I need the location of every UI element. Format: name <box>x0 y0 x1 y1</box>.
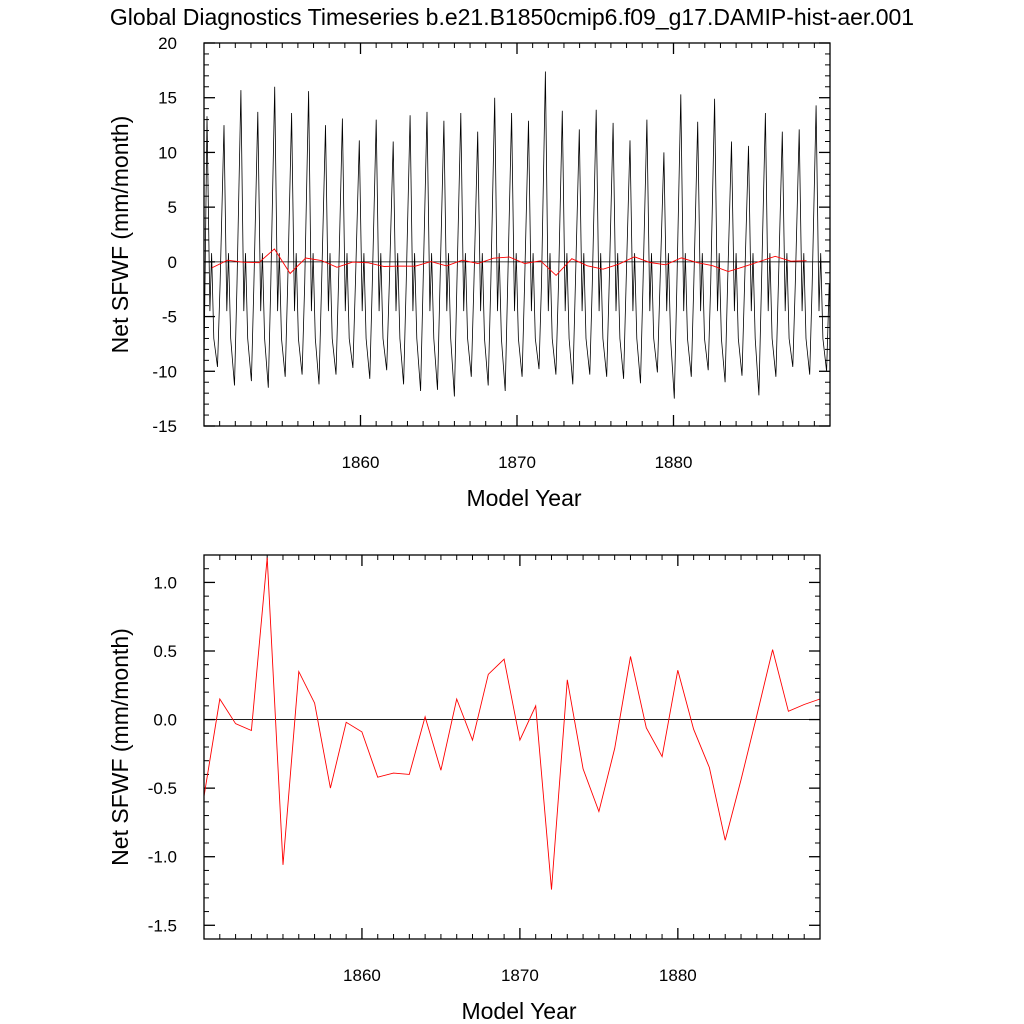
y-tick-label: -15 <box>152 417 177 436</box>
y-tick-label: 10 <box>158 143 177 162</box>
y-axis-label: Net SFWF (mm/month) <box>107 628 133 866</box>
series-line-annual <box>211 248 807 277</box>
x-tick-label: 1880 <box>655 453 693 472</box>
x-tick-label: 1880 <box>659 966 697 985</box>
series-line-annual <box>203 557 821 890</box>
x-tick-label: 1860 <box>343 966 381 985</box>
y-tick-label: 20 <box>158 34 177 53</box>
chart-title: Global Diagnostics Timeseries b.e21.B185… <box>109 4 915 30</box>
y-tick-label: -1.5 <box>148 916 177 935</box>
panel-bottom: 1860 1870 1880 1.0 0.5 0.0 -0.5 -1.0 -1.5 Model Y… <box>107 554 821 1024</box>
x-axis-label: Model Year <box>461 998 576 1024</box>
y-tick-label: -0.5 <box>148 779 177 798</box>
series-line-monthly <box>203 71 831 399</box>
y-tick-label: -5 <box>162 308 177 327</box>
plot-frame <box>203 42 831 427</box>
x-tick-label: 1870 <box>501 966 539 985</box>
y-tick-label: -1.0 <box>148 848 177 867</box>
y-tick-label: 0.0 <box>153 711 177 730</box>
x-axis-label: Model Year <box>466 485 581 511</box>
y-tick-label: 5 <box>168 198 177 217</box>
plot-frame <box>203 554 821 940</box>
x-tick-label: 1860 <box>342 453 380 472</box>
y-tick-label: -10 <box>152 362 177 381</box>
y-axis-label: Net SFWF (mm/month) <box>107 116 133 354</box>
y-tick-label: 15 <box>158 89 177 108</box>
y-tick-label: 0 <box>168 253 177 272</box>
y-tick-label: 0.5 <box>153 642 177 661</box>
x-tick-label: 1870 <box>498 453 536 472</box>
y-tick-label: 1.0 <box>153 573 177 592</box>
panel-top: 1860 1870 1880 20 15 10 5 0 -5 -10 -15 Model Year Ne… <box>107 34 831 511</box>
